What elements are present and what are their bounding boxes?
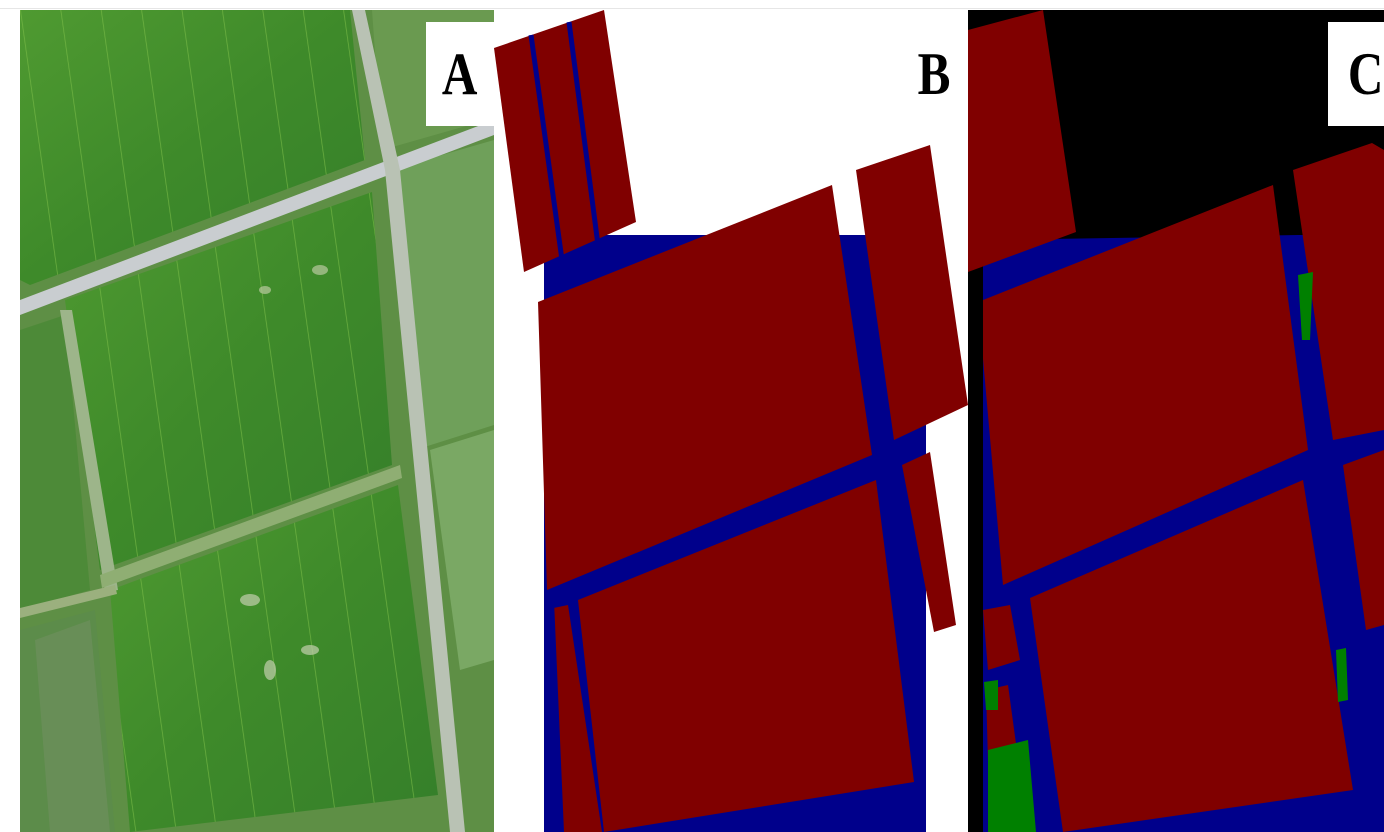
aerial-photo-image <box>20 10 494 832</box>
prediction-mask <box>968 10 1384 832</box>
ground-truth-mask <box>494 10 968 832</box>
panel-b-label-text: B <box>917 41 951 107</box>
panel-a-label-text: A <box>442 41 478 107</box>
panel-a-aerial-photo: A <box>20 10 494 832</box>
panel-b-label: B <box>906 22 962 126</box>
top-border <box>0 8 1384 9</box>
panel-c-label: C <box>1328 22 1384 126</box>
panel-c-prediction: C <box>968 10 1384 832</box>
panel-b-ground-truth: B <box>494 10 968 832</box>
panel-c-label-text: C <box>1348 41 1384 107</box>
panel-a-label: A <box>426 22 494 126</box>
